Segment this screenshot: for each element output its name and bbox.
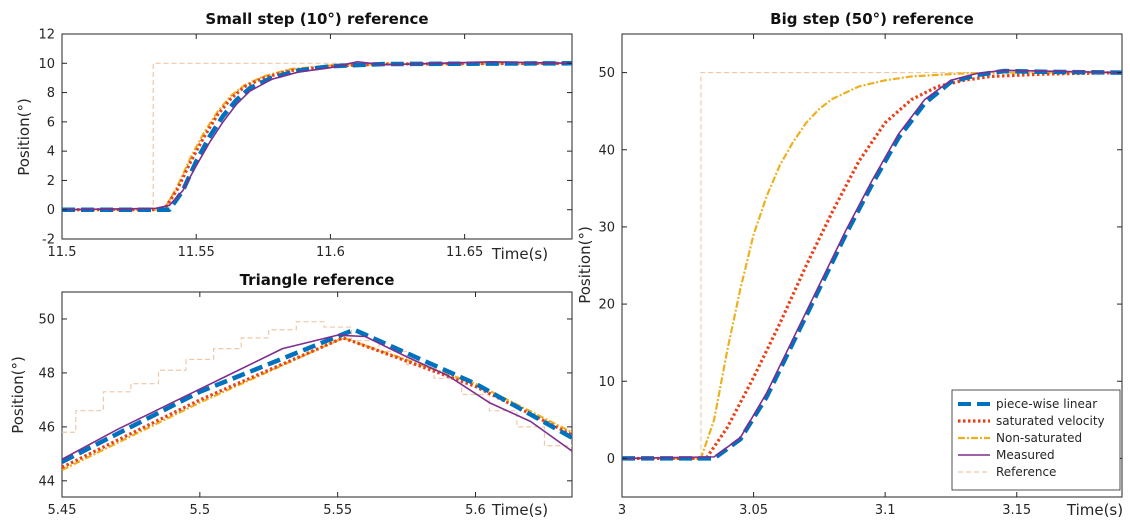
legend-label: Measured bbox=[996, 448, 1055, 462]
legend-item-piecewise: piece-wise linear bbox=[958, 397, 1097, 411]
panel-small-step: Small step (10°) reference Time(s) Posit… bbox=[15, 10, 573, 263]
y-axis-label: Position(°) bbox=[15, 98, 33, 176]
y-tick-label: 50 bbox=[598, 66, 615, 81]
series-line-measured bbox=[622, 69, 1122, 460]
y-tick-label: 10 bbox=[598, 375, 615, 390]
x-tick-label: 5.45 bbox=[48, 503, 77, 518]
series-line-saturated-velocity bbox=[62, 336, 572, 469]
series-line-measured bbox=[62, 334, 572, 460]
legend-item-reference: Reference bbox=[958, 465, 1056, 479]
y-tick-label: 2 bbox=[47, 174, 55, 189]
y-tick-label: 4 bbox=[47, 145, 55, 160]
legend-label: Non-saturated bbox=[996, 431, 1082, 445]
legend-item-saturated: saturated velocity bbox=[958, 414, 1105, 428]
y-tick-label: 0 bbox=[607, 452, 615, 467]
x-tick-label: 3.05 bbox=[739, 503, 768, 518]
series-line-reference bbox=[622, 71, 1122, 460]
legend: piece-wise linear saturated velocity Non… bbox=[951, 389, 1121, 491]
chart-title: Big step (50°) reference bbox=[770, 10, 974, 28]
legend-item-measured: Measured bbox=[958, 448, 1055, 462]
chart-title: Triangle reference bbox=[240, 271, 395, 289]
x-tick-label: 11.5 bbox=[48, 245, 77, 260]
y-axis-label: Position(°) bbox=[576, 226, 594, 304]
y-tick-label: 8 bbox=[47, 86, 55, 101]
y-tick-label: 10 bbox=[38, 57, 55, 72]
y-tick-label: 44 bbox=[38, 474, 55, 489]
series-line-piece-wise-linear bbox=[62, 327, 572, 464]
y-axis-label: Position(°) bbox=[9, 356, 27, 434]
y-tick-label: 0 bbox=[47, 203, 55, 218]
x-tick-label: 3.15 bbox=[1002, 503, 1031, 518]
x-tick-label: 11.55 bbox=[178, 245, 215, 260]
y-tick-label: 30 bbox=[598, 220, 615, 235]
x-tick-label: 11.65 bbox=[446, 245, 483, 260]
x-tick-label: 3.1 bbox=[875, 503, 896, 518]
x-axis-label: Time(s) bbox=[491, 501, 548, 519]
legend-box bbox=[951, 389, 1121, 491]
series-line-saturated-velocity bbox=[622, 70, 1122, 461]
series-line-non-saturated bbox=[622, 71, 1122, 460]
series-layer bbox=[62, 321, 572, 472]
series-line-measured bbox=[62, 61, 572, 211]
x-tick-label: 3 bbox=[618, 503, 626, 518]
y-tick-label: 40 bbox=[598, 143, 615, 158]
series-line-piece-wise-linear bbox=[62, 61, 572, 212]
series-line-non-saturated bbox=[62, 62, 572, 211]
y-tick-label: 6 bbox=[47, 115, 55, 130]
panel-triangle: Triangle reference Time(s) Position(°) 5… bbox=[9, 271, 573, 519]
series-line-piece-wise-linear bbox=[622, 68, 1122, 461]
x-tick-label: 11.6 bbox=[316, 245, 345, 260]
legend-label: Reference bbox=[996, 465, 1056, 479]
y-tick-label: -2 bbox=[42, 233, 55, 248]
series-layer bbox=[62, 61, 572, 212]
series-line-reference bbox=[62, 62, 572, 211]
series-layer bbox=[622, 68, 1122, 461]
series-line-reference bbox=[62, 321, 572, 447]
y-tick-label: 48 bbox=[38, 366, 55, 381]
x-tick-label: 5.5 bbox=[189, 503, 210, 518]
x-axis-label: Time(s) bbox=[491, 245, 548, 263]
series-line-non-saturated bbox=[62, 336, 572, 472]
x-tick-label: 5.6 bbox=[465, 503, 486, 518]
legend-item-nonsaturated: Non-saturated bbox=[958, 431, 1082, 445]
y-tick-label: 12 bbox=[38, 28, 55, 43]
legend-label: piece-wise linear bbox=[996, 397, 1097, 411]
chart-title: Small step (10°) reference bbox=[205, 10, 428, 28]
y-tick-label: 46 bbox=[38, 420, 55, 435]
x-axis-label: Time(s) bbox=[1066, 501, 1123, 519]
legend-label: saturated velocity bbox=[996, 414, 1105, 428]
y-tick-label: 20 bbox=[598, 298, 615, 313]
series-line-saturated-velocity bbox=[62, 61, 572, 212]
y-tick-label: 50 bbox=[38, 312, 55, 327]
x-tick-label: 5.55 bbox=[323, 503, 352, 518]
